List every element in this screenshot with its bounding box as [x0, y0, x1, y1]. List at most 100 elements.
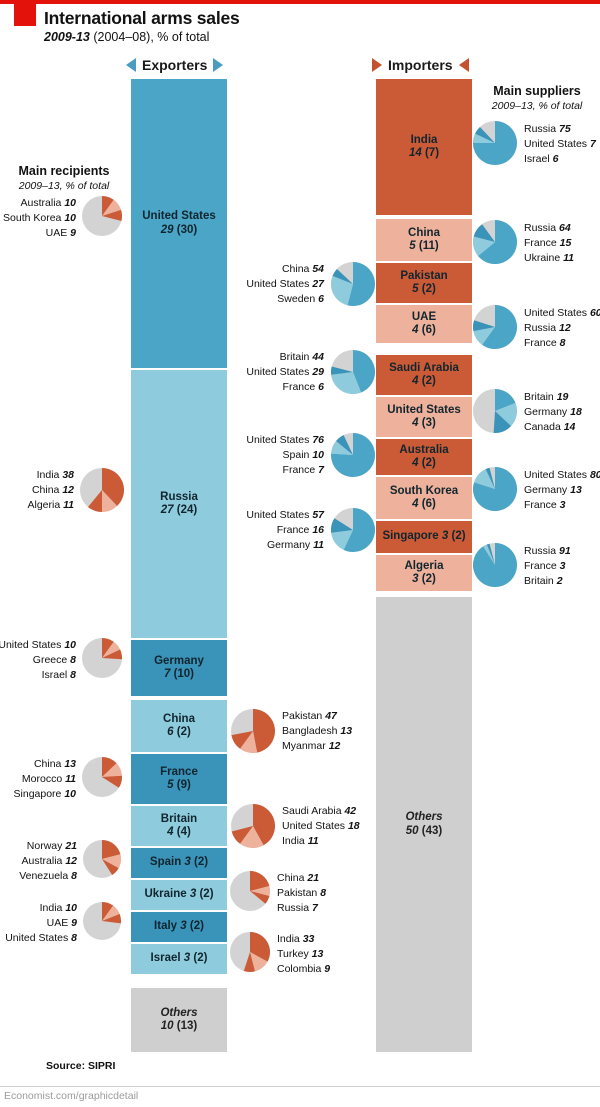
segment-label: Germany 7 (10)	[154, 654, 204, 680]
pie-legend-singapore-suppliers: United States 57 France 16 Germany 11	[246, 508, 324, 553]
pie-chart-italy-recipients	[83, 902, 122, 945]
legend-row: Russia 75	[524, 123, 571, 135]
bar-segment-algeria[interactable]: Algeria 3 (2)	[376, 555, 472, 591]
legend-row: Russia 64	[524, 222, 571, 234]
pie-chart-us-recipients	[82, 196, 122, 241]
segment-label: Italy 3 (2)	[154, 920, 204, 933]
subtitle-period: 2009-13	[44, 30, 90, 44]
main-suppliers-subtitle: 2009–13, % of total	[478, 100, 596, 112]
legend-row: India 11	[282, 834, 319, 847]
legend-row: Morocco 11	[21, 772, 76, 785]
pie-chart-spain-recipients	[83, 840, 121, 883]
bar-segment-france[interactable]: France 5 (9)	[131, 754, 227, 804]
segment-label: Spain 3 (2)	[149, 856, 209, 869]
pie-legend-us-recipients: Australia 10 South Korea 10 UAE 9	[3, 196, 76, 241]
bar-segment-israel[interactable]: Israel 3 (2)	[131, 944, 227, 974]
bar-segment-china[interactable]: China 5 (11)	[376, 219, 472, 261]
segment-label: Others 10 (13)	[160, 1006, 198, 1032]
pie-legend-australia-suppliers: United States 76 Spain 10 France 7	[246, 433, 324, 478]
bar-segment-pakistan[interactable]: Pakistan 5 (2)	[376, 263, 472, 303]
segment-label: Russia 27 (24)	[160, 490, 198, 516]
pie-legend-china-recipients: Pakistan 47 Bangladesh 13 Myanmar 12	[282, 709, 352, 754]
segment-label: Algeria 3 (2)	[404, 559, 444, 585]
main-recipients-title: Main recipients	[18, 164, 110, 178]
main-suppliers-title: Main suppliers	[493, 84, 581, 98]
bar-segment-south-korea[interactable]: South Korea 4 (6)	[376, 477, 472, 519]
bar-segment-spain[interactable]: Spain 3 (2)	[131, 848, 227, 878]
legend-row: United States 8	[5, 931, 77, 944]
pie-chart-india-suppliers	[473, 121, 517, 170]
bar-segment-united-states[interactable]: United States 4 (3)	[376, 397, 472, 437]
legend-row: France 16	[276, 523, 324, 536]
legend-row: France 3	[524, 559, 566, 572]
legend-row: Pakistan 8	[277, 886, 327, 899]
bar-segment-others[interactable]: Others 50 (43)	[376, 597, 472, 1052]
pie-legend-germany-recipients: United States 10 Greece 8 Israel 8	[0, 638, 76, 683]
bar-segment-britain[interactable]: Britain 4 (4)	[131, 806, 227, 846]
legend-row: China 54	[281, 263, 324, 275]
page-title: International arms sales	[44, 8, 240, 28]
bar-segment-russia[interactable]: Russia 27 (24)	[131, 370, 227, 638]
bar-segment-united-states[interactable]: United States 29 (30)	[131, 79, 227, 368]
pie-legend-india-suppliers: Russia 75 United States 7 Israel 6	[524, 122, 596, 167]
bar-segment-australia[interactable]: Australia 4 (2)	[376, 439, 472, 475]
legend-row: United States 18	[282, 819, 360, 832]
bar-segment-germany[interactable]: Germany 7 (10)	[131, 640, 227, 696]
segment-label: United States 29 (30)	[142, 210, 216, 236]
segment-label: Singapore 3 (2)	[382, 530, 466, 543]
legend-row: Greece 8	[32, 653, 76, 666]
bar-segment-ukraine[interactable]: Ukraine 3 (2)	[131, 880, 227, 910]
legend-row: Russia 7	[277, 901, 318, 914]
legend-row: Bangladesh 13	[282, 724, 353, 737]
pie-chart-britain-recipients	[231, 804, 276, 853]
bar-segment-italy[interactable]: Italy 3 (2)	[131, 912, 227, 942]
bar-segment-saudi-arabia[interactable]: Saudi Arabia 4 (2)	[376, 355, 472, 395]
legend-row: Russia 91	[524, 545, 571, 557]
pie-chart-uae-suppliers	[473, 305, 517, 354]
legend-row: United States 29	[246, 365, 324, 378]
legend-row: Colombia 9	[277, 962, 331, 975]
pie-chart-singapore-suppliers	[330, 508, 375, 557]
pie-legend-russia-recipients: India 38 China 12 Algeria 11	[27, 468, 74, 513]
legend-row: UAE 9	[45, 226, 76, 239]
source-note: Source: SIPRI	[46, 1060, 116, 1072]
chevron-right-icon	[372, 58, 382, 72]
bar-segment-singapore[interactable]: Singapore 3 (2)	[376, 521, 472, 553]
legend-row: Venezuela 8	[19, 869, 77, 882]
bar-segment-india[interactable]: India 14 (7)	[376, 79, 472, 215]
chevron-left-icon	[458, 58, 469, 72]
legend-row: India 33	[277, 933, 315, 945]
main-recipients-subtitle-text: 2009–13, % of total	[18, 180, 110, 192]
segment-label: Ukraine 3 (2)	[144, 888, 214, 901]
legend-row: Britain 19	[524, 391, 569, 403]
pie-chart-france-recipients	[82, 757, 123, 802]
legend-row: Spain 10	[282, 448, 324, 461]
bar-segment-china[interactable]: China 6 (2)	[131, 700, 227, 752]
legend-row: Saudi Arabia 42	[282, 805, 357, 817]
legend-row: Britain 2	[524, 574, 563, 587]
pie-legend-italy-recipients: India 10 UAE 9 United States 8	[5, 901, 77, 946]
footer-divider	[0, 1086, 600, 1087]
legend-row: United States 10	[0, 639, 76, 651]
segment-label: Australia 4 (2)	[399, 443, 449, 469]
legend-row: Australia 12	[21, 854, 77, 867]
legend-row: Russia 12	[524, 321, 571, 334]
legend-row: Israel 8	[41, 668, 76, 681]
bar-segment-uae[interactable]: UAE 4 (6)	[376, 305, 472, 343]
page-subtitle: 2009-13 (2004–08), % of total	[44, 30, 209, 44]
pie-chart-australia-suppliers	[330, 433, 375, 482]
pie-legend-china-suppliers: Russia 64 France 15 Ukraine 11	[524, 221, 574, 266]
pie-chart-ukraine-recipients	[230, 871, 270, 916]
footer-link[interactable]: Economist.com/graphicdetail	[4, 1090, 139, 1102]
legend-row: Germany 18	[524, 405, 582, 418]
legend-row: Canada 14	[524, 420, 576, 433]
top-rule	[0, 0, 600, 4]
segment-label: Saudi Arabia 4 (2)	[389, 361, 459, 387]
pie-legend-britain-recipients: Saudi Arabia 42 United States 18 India 11	[282, 804, 360, 849]
pie-legend-ukraine-recipients: China 21 Pakistan 8 Russia 7	[277, 871, 326, 916]
pie-chart-china-recipients	[231, 709, 275, 758]
legend-row: Singapore 10	[13, 787, 76, 800]
bar-segment-others[interactable]: Others 10 (13)	[131, 988, 227, 1052]
pie-legend-pakistan-suppliers: China 54 United States 27 Sweden 6	[246, 262, 324, 307]
pie-legend-uae-suppliers: United States 60 Russia 12 France 8	[524, 306, 600, 351]
